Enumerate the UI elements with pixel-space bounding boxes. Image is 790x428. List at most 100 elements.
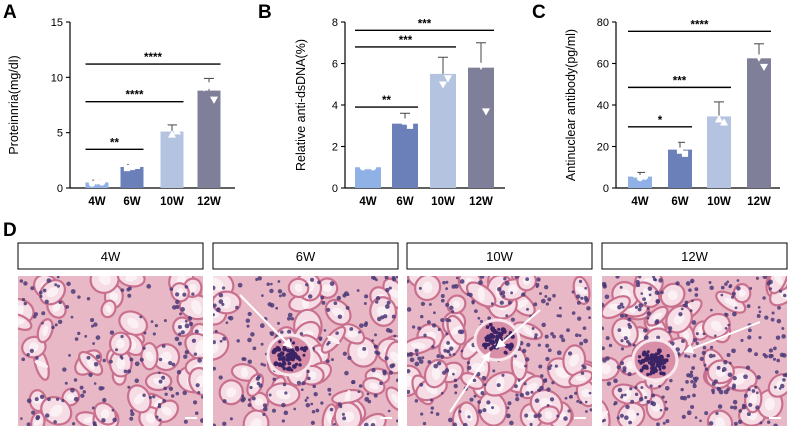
bar-6w: [668, 149, 692, 188]
data-point: [167, 130, 177, 138]
data-point: [749, 46, 759, 54]
micrograph-6w: [213, 276, 398, 426]
y-axis-title: Relative anti-dsDNA(%): [294, 39, 308, 171]
bar-10w: [707, 116, 731, 188]
category-label: 4W: [88, 196, 105, 208]
y-tick-label: 8: [332, 17, 338, 29]
micrograph-label-box-4w: 4W: [17, 242, 204, 270]
data-point: [172, 127, 182, 135]
data-point: [438, 81, 448, 89]
micrograph-label-10w: 10W: [486, 249, 513, 264]
arrow-head: [496, 338, 507, 348]
y-tick-label: 0: [603, 183, 609, 195]
data-point: [443, 75, 453, 83]
significance-label: ****: [144, 52, 162, 64]
data-point: [369, 164, 377, 171]
data-point: [636, 174, 644, 182]
significance-label: ****: [691, 19, 709, 31]
bar-10w: [160, 131, 184, 188]
y-tick-label: 6: [332, 59, 338, 71]
bar-4w: [85, 182, 109, 188]
data-point: [359, 164, 367, 171]
significance-label: ***: [673, 75, 687, 87]
significance-label: ***: [399, 35, 413, 47]
data-point: [714, 115, 724, 123]
y-tick-label: 4: [332, 100, 338, 112]
bar-6w: [120, 166, 144, 188]
significance-label: ***: [418, 18, 432, 30]
y-tick-label: 10: [51, 72, 63, 84]
data-point: [88, 180, 96, 187]
bar-4w: [355, 167, 381, 188]
micrograph-12w: [602, 276, 787, 426]
y-axis-title: Proteinnria(mg/dl): [7, 55, 21, 154]
data-point: [719, 118, 729, 126]
bar-12w: [468, 67, 494, 188]
micrograph-label-box-6w: 6W: [212, 242, 399, 270]
y-tick-label: 0: [332, 183, 338, 195]
data-point: [98, 179, 106, 186]
category-label: 6W: [671, 196, 688, 208]
arrow-indicator: [449, 351, 491, 413]
category-label: 12W: [469, 196, 493, 208]
data-point: [759, 63, 769, 72]
y-tick-label: 5: [57, 128, 63, 140]
y-tick-label: 15: [51, 17, 63, 29]
bar-6w: [392, 123, 418, 188]
y-axis-title: Antinuclear antibody(pg/ml): [564, 29, 578, 181]
panel-letter-d: D: [3, 220, 17, 241]
micrograph-label-12w: 12W: [681, 249, 708, 264]
category-label: 12W: [197, 196, 221, 208]
data-point: [671, 141, 679, 148]
y-tick-label: 60: [597, 59, 609, 71]
bar-12w: [197, 90, 221, 188]
data-point: [681, 150, 689, 157]
panel-letter-c: C: [532, 2, 546, 23]
y-tick-label: 2: [332, 142, 338, 154]
data-point: [128, 163, 136, 171]
data-point: [364, 163, 372, 170]
chart-antinuclear-antibody: 0 20 40 60 80 Antinuclear antibody(pg/ml) 4W 6W…: [564, 17, 780, 208]
data-point: [476, 62, 486, 71]
data-point: [93, 178, 101, 185]
data-point: [162, 123, 172, 132]
micrograph-4w: [18, 276, 203, 426]
data-point: [709, 103, 719, 111]
micrograph-label-box-12w: 12W: [601, 242, 788, 270]
significance-label: *: [658, 115, 663, 127]
y-tick-label: 20: [597, 142, 609, 154]
arrow-indicator: [683, 321, 761, 353]
arrow-indicator: [239, 294, 293, 349]
panel-letter-a: A: [3, 2, 17, 23]
data-point: [631, 171, 639, 178]
category-label: 12W: [747, 196, 771, 208]
data-point: [199, 84, 209, 92]
data-point: [481, 108, 491, 116]
micrograph-label-6w: 6W: [296, 249, 316, 264]
y-tick-label: 40: [597, 100, 609, 112]
category-label: 6W: [123, 196, 140, 208]
panel-letter-b: B: [258, 2, 272, 23]
data-point: [406, 122, 414, 129]
category-label: 10W: [160, 196, 184, 208]
category-label: 4W: [631, 196, 648, 208]
data-point: [401, 118, 409, 125]
data-point: [754, 54, 764, 62]
y-tick-label: 0: [57, 183, 63, 195]
data-point: [471, 56, 481, 64]
data-point: [641, 173, 649, 180]
bar-12w: [747, 58, 771, 188]
data-point: [433, 64, 443, 73]
micrograph-10w: [407, 276, 592, 426]
y-tick-label: 80: [597, 17, 609, 29]
significance-label: **: [110, 137, 119, 149]
arrow-head: [480, 352, 490, 363]
arrow-head: [684, 344, 695, 354]
arrow-indicator: [495, 309, 541, 349]
data-point: [676, 147, 684, 154]
bar-4w: [628, 176, 652, 188]
bar-10w: [430, 73, 456, 188]
